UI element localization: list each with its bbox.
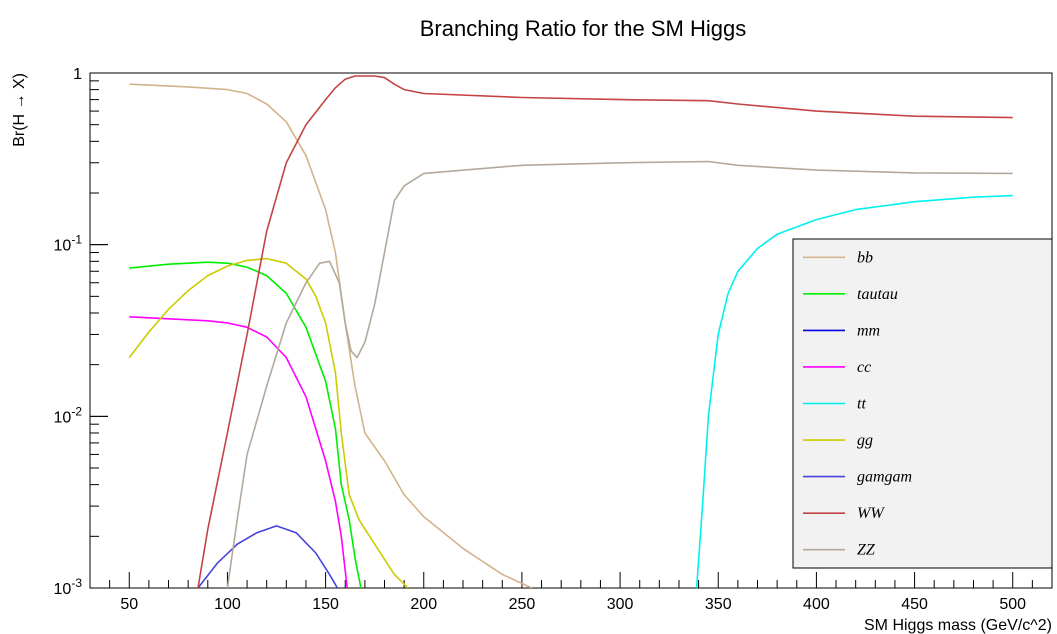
- series-line-cc: [129, 317, 347, 588]
- series-line-gamgam: [198, 526, 337, 588]
- x-tick-label: 150: [312, 596, 339, 613]
- legend-label-ZZ: ZZ: [857, 542, 876, 559]
- legend-label-gamgam: gamgam: [857, 469, 912, 486]
- y-tick-label: 10-2: [54, 404, 83, 426]
- legend-label-gg: gg: [857, 432, 873, 449]
- y-tick-label: 10-1: [54, 233, 83, 255]
- x-tick-label: 400: [803, 596, 830, 613]
- x-tick-label: 250: [509, 596, 536, 613]
- x-tick-label: 100: [214, 596, 241, 613]
- x-tick-label: 50: [120, 596, 138, 613]
- legend-label-cc: cc: [857, 359, 871, 376]
- legend-label-mm: mm: [857, 322, 880, 339]
- legend: bb tautau mm cc tt gg gamgam WW ZZ: [793, 239, 1052, 568]
- legend-label-tautau: tautau: [857, 286, 898, 303]
- legend-label-WW: WW: [857, 505, 885, 522]
- y-axis-label: Br(H → X): [11, 73, 28, 147]
- x-tick-label: 350: [705, 596, 732, 613]
- x-tick-label: 500: [999, 596, 1026, 613]
- x-tick-label: 300: [607, 596, 634, 613]
- chart-title: Branching Ratio for the SM Higgs: [420, 16, 747, 41]
- series-line-gg: [129, 259, 408, 588]
- y-tick-label: 10-3: [54, 576, 83, 598]
- series-line-bb: [129, 84, 531, 588]
- y-tick-label: 1: [73, 66, 82, 83]
- x-axis-label: SM Higgs mass (GeV/c^2): [864, 617, 1052, 634]
- legend-label-tt: tt: [857, 396, 866, 413]
- x-tick-label: 450: [901, 596, 928, 613]
- legend-label-bb: bb: [857, 249, 873, 266]
- x-tick-label: 200: [410, 596, 437, 613]
